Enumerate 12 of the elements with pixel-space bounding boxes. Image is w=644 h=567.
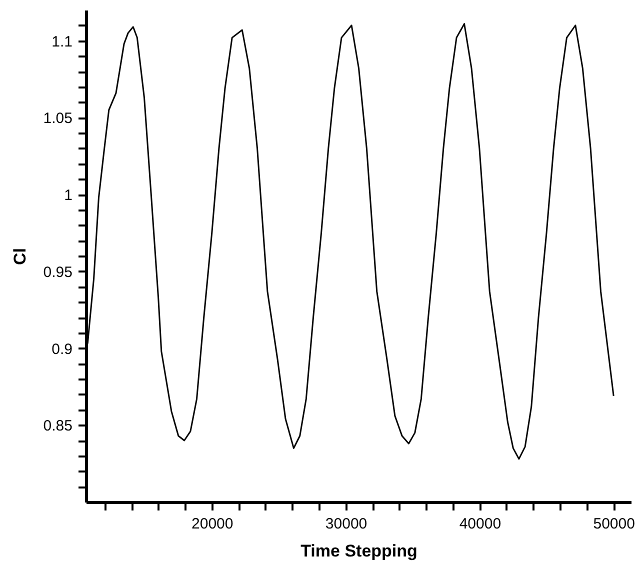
x-tick-label: 30000: [325, 516, 368, 532]
x-axis-title: Time Stepping: [300, 542, 418, 560]
y-tick-label: 0.85: [43, 418, 72, 435]
y-tick-label: 0.95: [43, 264, 72, 281]
y-tick-label: 1.05: [43, 110, 72, 128]
x-tick-label: 40000: [459, 516, 502, 532]
y-tick-label: 0.9: [52, 340, 72, 358]
y-tick-label: 1.1: [52, 33, 72, 50]
y-axis-title: Cl: [10, 248, 30, 265]
x-tick-label: 20000: [192, 516, 234, 532]
y-tick-label: 1: [64, 187, 72, 204]
x-tick-label: 50000: [593, 516, 635, 532]
